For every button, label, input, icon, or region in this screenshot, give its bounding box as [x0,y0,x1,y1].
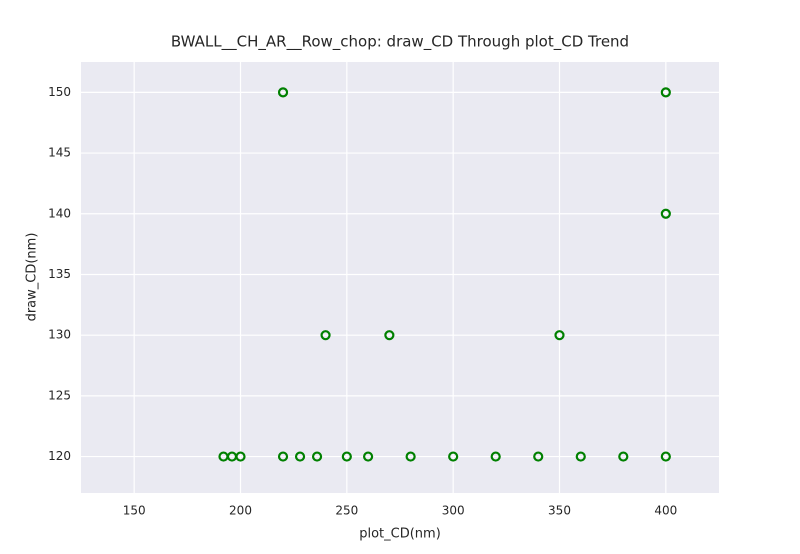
point [311,451,323,462]
y-tick-label: 145 [48,146,71,160]
x-tick-label: 400 [654,504,677,518]
x-tick-label: 200 [229,504,252,518]
point [363,451,374,462]
y-tick-label: 125 [48,388,71,402]
point [660,208,671,219]
y-tick-label: 135 [48,267,71,281]
y-axis-label: draw_CD(nm) [25,233,40,322]
plot-area [81,62,719,493]
x-axis-label: plot_CD(nm) [359,527,441,542]
point [235,451,246,462]
point [618,451,629,462]
x-tick-label: 250 [335,504,358,518]
grid [81,62,719,493]
point [554,330,565,341]
point [405,451,416,462]
y-tick-label: 130 [48,328,71,342]
point [341,451,352,462]
point [277,87,289,98]
x-tick-label: 300 [442,504,465,518]
y-tick-label: 120 [48,449,71,463]
point [490,451,501,462]
point [660,451,671,462]
x-tick-label: 350 [548,504,571,518]
point [575,451,586,462]
point [320,330,331,341]
y-tick-label: 150 [48,85,71,99]
point [448,451,459,462]
point [277,451,289,462]
x-tick-label: 150 [123,504,146,518]
point [660,87,671,98]
y-tick-label: 140 [48,206,71,220]
point [533,451,544,462]
point [294,451,306,462]
chart-title: BWALL__CH_AR__Row_chop: draw_CD Through … [171,33,629,52]
point [384,330,395,341]
